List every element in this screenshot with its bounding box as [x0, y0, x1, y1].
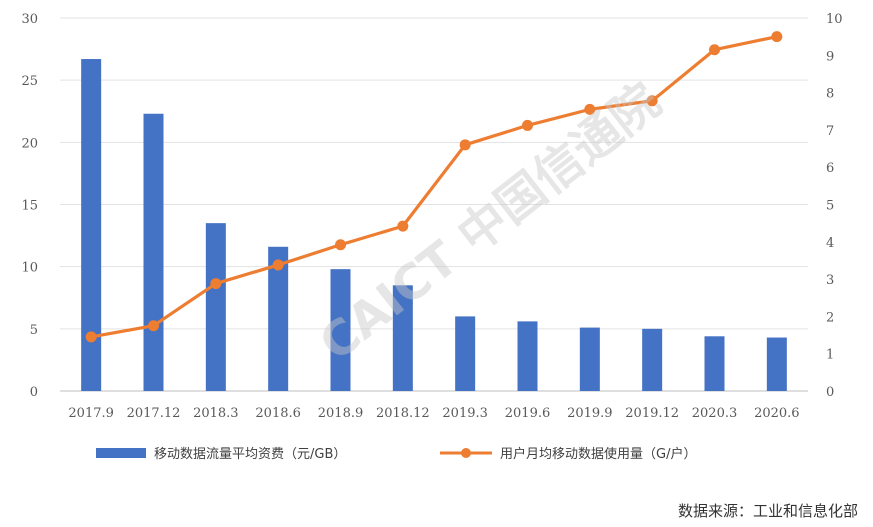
left-axis: 0 5 10 15 20 25 30: [21, 12, 38, 400]
right-tick-label: 5: [826, 199, 834, 214]
line-point: [85, 331, 97, 343]
left-tick-label: 25: [21, 74, 38, 89]
bar: [766, 337, 787, 391]
right-tick-label: 10: [826, 12, 843, 27]
right-tick-label: 8: [826, 87, 834, 102]
x-tick-label: 2019.9: [567, 406, 613, 421]
left-tick-label: 20: [21, 136, 38, 151]
line-point: [584, 103, 596, 115]
line-path: [90, 35, 778, 339]
x-tick-label: 2019.3: [442, 406, 488, 421]
right-tick-label: 0: [826, 385, 834, 400]
left-tick-label: 30: [21, 12, 38, 27]
bar: [517, 321, 538, 391]
line-point: [459, 139, 471, 151]
legend-bar-swatch: [96, 448, 146, 458]
right-tick-label: 7: [826, 124, 834, 139]
legend-line-label: 用户月均移动数据使用量（G/户）: [500, 446, 696, 462]
x-tick-label: 2017.12: [127, 406, 181, 421]
bar: [642, 328, 663, 391]
left-tick-label: 5: [30, 323, 38, 338]
right-tick-label: 1: [826, 348, 834, 363]
bar: [143, 113, 164, 391]
bar: [455, 316, 476, 391]
right-axis: 0 1 2 3 4 5 6 7 8 9 10: [826, 12, 843, 400]
legend: 移动数据流量平均资费（元/GB） 用户月均移动数据使用量（G/户）: [96, 446, 696, 462]
legend-bar-label: 移动数据流量平均资费（元/GB）: [154, 447, 346, 462]
right-tick-label: 6: [826, 161, 834, 176]
x-axis: 2017.9 2017.12 2018.3 2018.6 2018.9 2018.12 20…: [68, 406, 799, 421]
bar-series: [81, 59, 787, 391]
line-point: [709, 44, 720, 56]
x-tick-label: 2019.12: [625, 406, 679, 421]
watermark: CAICT 中国信通院: [309, 73, 670, 373]
bar: [704, 336, 725, 391]
bar: [205, 223, 226, 391]
bar: [330, 269, 351, 391]
left-tick-label: 0: [30, 385, 38, 400]
x-tick-label: 2017.9: [68, 406, 114, 421]
bar: [392, 285, 413, 391]
left-tick-label: 10: [21, 261, 38, 276]
legend-line-marker: [461, 448, 471, 458]
line-point: [522, 119, 533, 131]
source-note: 数据来源：工业和信息化部: [678, 502, 858, 520]
left-tick-label: 15: [21, 199, 38, 214]
line-point: [397, 220, 409, 232]
x-tick-label: 2019.6: [505, 406, 551, 421]
line-point: [335, 239, 346, 251]
x-tick-label: 2020.3: [692, 406, 738, 421]
bar: [268, 246, 289, 391]
right-tick-label: 2: [826, 310, 834, 325]
x-tick-label: 2018.6: [255, 406, 301, 421]
right-tick-label: 4: [826, 236, 834, 251]
line-series: [85, 31, 783, 343]
x-tick-label: 2020.6: [754, 406, 800, 421]
right-tick-label: 9: [826, 49, 834, 64]
x-tick-label: 2018.3: [193, 406, 239, 421]
grid-lines: [60, 17, 808, 392]
watermark-text: CAICT 中国信通院: [309, 73, 670, 373]
x-tick-label: 2018.12: [376, 406, 430, 421]
line-point: [272, 259, 284, 271]
line-point: [210, 278, 222, 290]
x-tick-label: 2018.9: [318, 406, 364, 421]
line-point: [771, 31, 783, 43]
line-point: [646, 95, 658, 107]
bar: [579, 327, 600, 391]
line-point: [148, 320, 159, 332]
right-tick-label: 3: [826, 273, 834, 288]
bar: [81, 59, 102, 391]
